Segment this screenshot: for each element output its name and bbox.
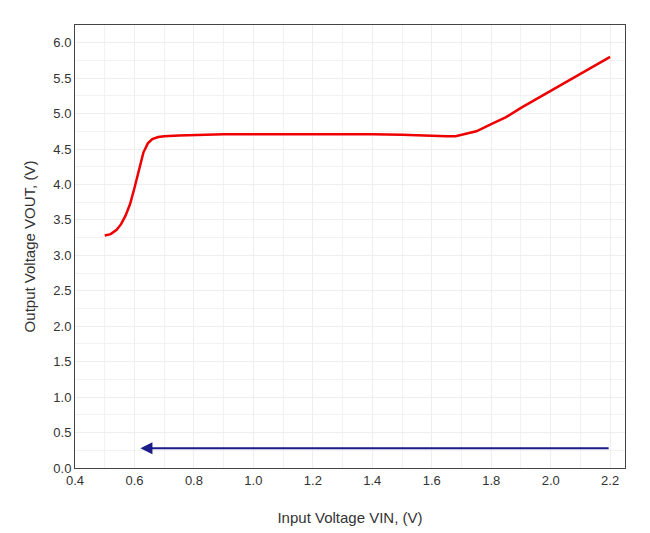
svg-text:1.2: 1.2: [304, 473, 322, 488]
svg-text:Input Voltage VIN, (V): Input Voltage VIN, (V): [277, 509, 422, 526]
svg-text:0.8: 0.8: [185, 473, 203, 488]
svg-text:4.0: 4.0: [53, 177, 71, 192]
svg-text:3.0: 3.0: [53, 248, 71, 263]
svg-text:1.6: 1.6: [423, 473, 441, 488]
svg-text:2.5: 2.5: [53, 283, 71, 298]
svg-text:0.5: 0.5: [53, 425, 71, 440]
svg-text:1.5: 1.5: [53, 354, 71, 369]
svg-text:6.0: 6.0: [53, 35, 71, 50]
svg-text:1.4: 1.4: [363, 473, 381, 488]
svg-text:0.6: 0.6: [125, 473, 143, 488]
svg-text:Output Voltage VOUT, (V): Output Voltage VOUT, (V): [21, 161, 38, 333]
svg-text:2.0: 2.0: [542, 473, 560, 488]
svg-text:1.8: 1.8: [482, 473, 500, 488]
svg-text:2.2: 2.2: [601, 473, 619, 488]
svg-text:0.4: 0.4: [66, 473, 84, 488]
svg-text:5.5: 5.5: [53, 71, 71, 86]
svg-text:5.0: 5.0: [53, 106, 71, 121]
svg-text:2.0: 2.0: [53, 319, 71, 334]
svg-text:1.0: 1.0: [244, 473, 262, 488]
svg-text:1.0: 1.0: [53, 390, 71, 405]
svg-text:3.5: 3.5: [53, 212, 71, 227]
svg-text:4.5: 4.5: [53, 142, 71, 157]
svg-text:0.0: 0.0: [53, 461, 71, 476]
